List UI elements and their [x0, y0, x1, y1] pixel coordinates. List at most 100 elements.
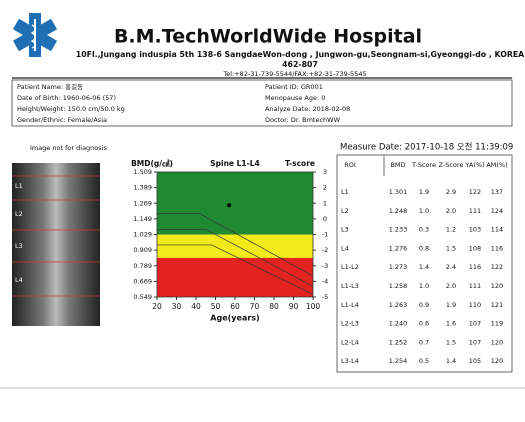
table-frame	[336, 154, 513, 373]
table-cell: 1.5	[446, 338, 456, 346]
x-tick-label: 30	[172, 302, 182, 311]
table-cell: 105	[469, 357, 481, 365]
table-cell: 110	[469, 301, 481, 309]
table-cell: 2.9	[446, 188, 456, 196]
table-cell: 120	[491, 338, 503, 346]
chart-title: Spine L1-L4	[210, 159, 260, 168]
table-cell: 116	[491, 244, 503, 252]
y-tick-label: 1.029	[133, 231, 152, 239]
patient-point	[227, 203, 232, 208]
y-tick-label: 0.909	[133, 246, 152, 254]
table-cell: 122	[491, 263, 503, 271]
address: 10Fl.,Jungang induspia 5th 138-6 Sangdae…	[76, 50, 524, 59]
table-cell: 1.276	[389, 244, 408, 252]
y2-tick-label: -4	[322, 277, 328, 285]
table-cell: 1.258	[389, 282, 408, 290]
y-tick-label: 0.789	[133, 262, 152, 270]
y2-axis-label: T-score	[285, 159, 315, 168]
table-cell: L1-L3	[341, 282, 359, 290]
logo	[12, 13, 58, 57]
column-header: YA(%)	[464, 161, 484, 169]
x-tick-label: 100	[306, 302, 321, 311]
table-cell: 108	[469, 244, 481, 252]
table-cell: 0.7	[419, 338, 429, 346]
table-cell: 1.4	[446, 357, 456, 365]
table-cell: L4	[341, 244, 349, 252]
table-cell: 1.263	[389, 301, 408, 309]
table-cell: 1.5	[446, 244, 456, 252]
table-cell: L3-L4	[341, 357, 359, 365]
xray-image	[12, 163, 100, 326]
y2-tick-label: -3	[322, 262, 328, 270]
table-cell: 107	[469, 338, 481, 346]
contact: Tel:+82-31-739-5544/FAX:+82-31-739-5545	[222, 70, 366, 78]
column-header: ROI	[344, 161, 356, 169]
patient-field: Analyze Date: 2018-02-08	[265, 105, 350, 113]
x-tick-label: 60	[230, 302, 240, 311]
table-cell: 1.240	[389, 320, 408, 328]
risk-band	[157, 257, 313, 297]
vertebra-label: L1	[15, 182, 23, 190]
table-cell: 1.9	[419, 188, 429, 196]
table-cell: L2-L3	[341, 320, 359, 328]
address: 462-807	[282, 60, 318, 69]
vertebra-label: L3	[15, 242, 23, 250]
y2-tick-label: 3	[323, 168, 327, 176]
xray-lines	[12, 175, 100, 297]
table-cell: 0.9	[419, 301, 429, 309]
table-cell: 0.5	[419, 357, 429, 365]
image-note: Image not for diagnosis	[30, 144, 107, 152]
x-tick-label: 90	[289, 302, 299, 311]
patient-box	[11, 79, 513, 127]
patient-field: Patient Name: 홍길동	[17, 82, 83, 91]
table-cell: 2.4	[446, 263, 456, 271]
table-cell: 137	[491, 188, 503, 196]
reference-curve	[157, 244, 314, 295]
column-header: BMD	[390, 161, 405, 169]
x-tick-label: 40	[191, 302, 201, 311]
vertebra-label: L4	[15, 276, 23, 284]
x-tick-label: 20	[152, 302, 162, 311]
table-cell: 124	[491, 207, 503, 215]
table-cell: 1.2	[446, 226, 456, 234]
y-tick-label: 1.269	[133, 199, 152, 207]
table-cell: 1.252	[389, 338, 408, 346]
patient-field: Height/Weight: 150.0 cm/50.0 kg	[17, 105, 125, 113]
patient-field: Date of Birth: 1960-06-06 (57)	[17, 94, 116, 102]
x-tick-label: 70	[250, 302, 260, 311]
y-tick-label: 0.549	[133, 293, 152, 301]
x-tick-label: 80	[269, 302, 279, 311]
table-cell: 0.3	[419, 226, 429, 234]
table-cell: L1	[341, 188, 349, 196]
patient-field: Menopause Age: 0	[265, 94, 325, 102]
table-cell: L2-L4	[341, 338, 359, 346]
hospital-title: B.M.TechWorldWide Hospital	[114, 26, 422, 48]
table-cell: L1-L2	[341, 263, 359, 271]
table-cell: 111	[469, 282, 481, 290]
table-cell: 1.0	[419, 282, 429, 290]
y2-tick-label: -5	[322, 293, 328, 301]
table-cell: 120	[491, 282, 503, 290]
table-cell: 0.8	[419, 244, 429, 252]
column-header: AM(%)	[486, 161, 507, 169]
table-cell: 116	[469, 263, 481, 271]
table-cell: 121	[491, 301, 503, 309]
y-tick-label: 1.149	[133, 215, 152, 223]
patient-field: Gender/Ethnic: Female/Asia	[17, 116, 107, 124]
table-cell: 111	[469, 207, 481, 215]
table-cell: 1.6	[446, 320, 456, 328]
table-cell: L1-L4	[341, 301, 359, 309]
table-cell: 114	[491, 226, 503, 234]
x-tick-label: 50	[211, 302, 221, 311]
table-cell: 103	[469, 226, 481, 234]
table-cell: 1.301	[389, 188, 408, 196]
table-cell: 120	[491, 357, 503, 365]
table-cell: 107	[469, 320, 481, 328]
table-cell: L3	[341, 226, 349, 234]
y-tick-label: 1.509	[133, 168, 152, 176]
reference-curve	[157, 228, 314, 287]
patient-field: Patient ID: GR001	[265, 83, 323, 91]
table-cell: 1.4	[419, 263, 429, 271]
table-cell: 0.6	[419, 320, 429, 328]
